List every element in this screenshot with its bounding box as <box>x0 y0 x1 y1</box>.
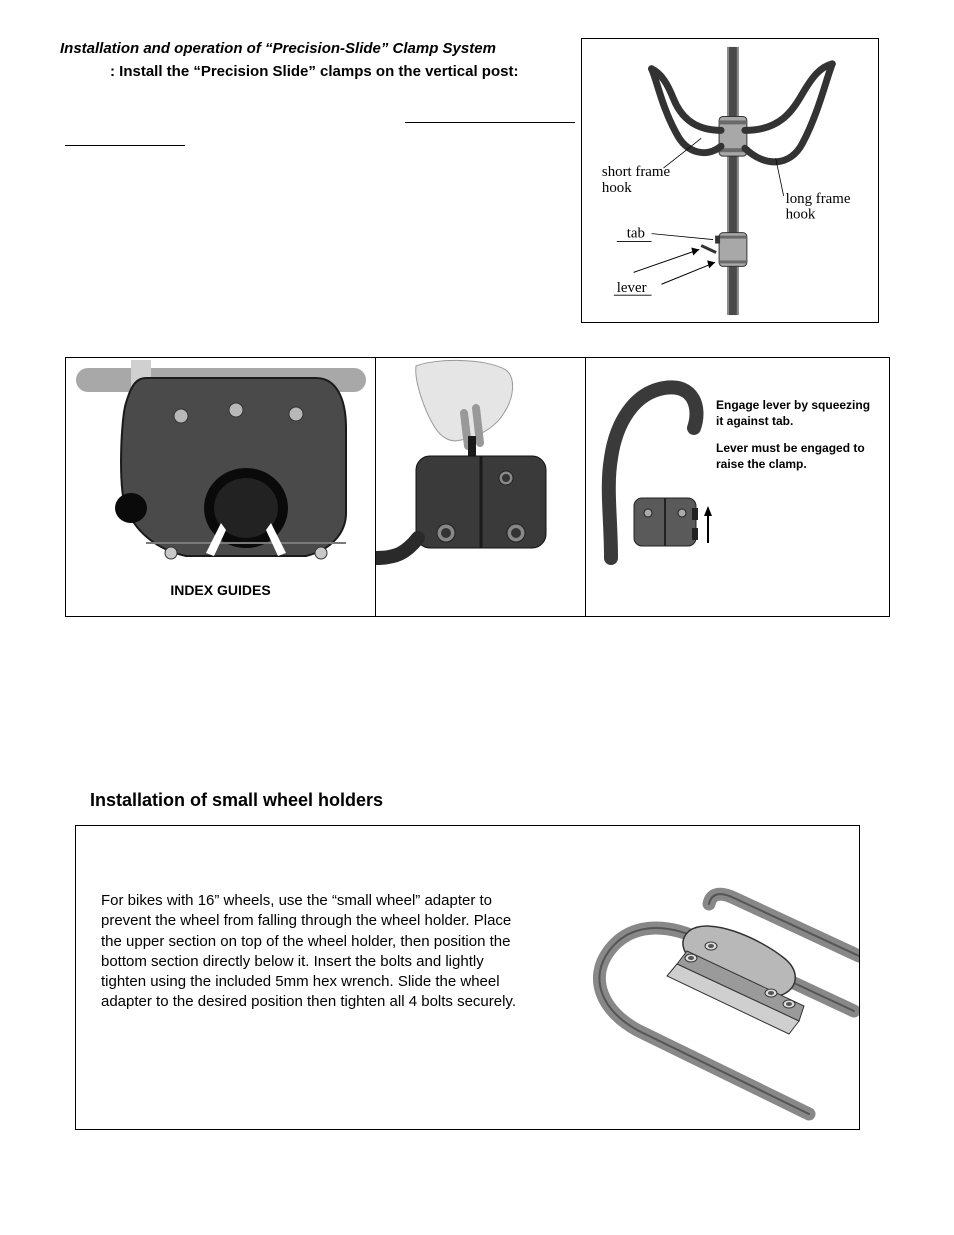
wheel-holder-text: For bikes with 16” wheels, use the “smal… <box>101 891 531 1013</box>
wheel-holder-illustration <box>549 846 859 1126</box>
underline-right <box>405 122 575 123</box>
hero-diagram: short framehook long framehook tab lever <box>582 39 878 322</box>
wheel-holder-figure: For bikes with 16” wheels, use the “smal… <box>75 825 860 1130</box>
text-lever-must: Lever must be engaged to raise the clamp… <box>716 441 876 472</box>
panel-hand-lever <box>376 358 586 616</box>
hero-figure: short framehook long framehook tab lever <box>581 38 879 323</box>
label-tab: tab <box>627 226 645 242</box>
label-long-hook: long framehook <box>786 191 851 223</box>
label-short-hook: short framehook <box>602 164 671 196</box>
label-lever: lever <box>617 280 647 296</box>
three-panel-figure: INDEX GUIDES <box>65 357 890 617</box>
underline-left <box>65 145 185 146</box>
panel-index-guides: INDEX GUIDES <box>66 358 376 616</box>
text-lever-engage: Engage lever by squeezing it against tab… <box>716 398 876 429</box>
label-index-guides: INDEX GUIDES <box>66 582 375 598</box>
section-title-wheel: Installation of small wheel holders <box>90 790 383 811</box>
panel-lever-text: Engage lever by squeezing it against tab… <box>586 358 889 616</box>
